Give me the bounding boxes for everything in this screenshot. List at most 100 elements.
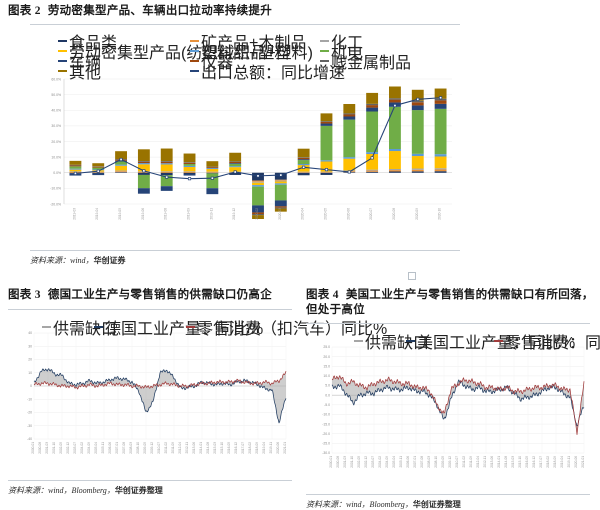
- bar-segment: [275, 181, 287, 182]
- bar-segment: [184, 172, 196, 173]
- bar-segment: [161, 149, 173, 162]
- bar-segment: [366, 172, 378, 173]
- legend-swatch-supply-gap: [42, 326, 51, 329]
- x-axis-tick: 2016-05: [227, 442, 231, 454]
- x-axis-tick: 2021-01: [283, 442, 287, 454]
- x-axis-tick: 2018-09: [255, 442, 259, 454]
- x-axis-tick: 2012-11: [185, 442, 189, 454]
- y-axis-tick: 20.0%: [51, 140, 61, 144]
- x-axis-tick: 2008-03: [129, 442, 133, 454]
- bar-segment: [389, 100, 401, 103]
- bar-segment: [184, 166, 196, 167]
- bar-segment: [321, 121, 333, 122]
- x-axis-tick: 2008-03: [427, 456, 431, 468]
- bar-segment: [321, 160, 333, 161]
- bar-segment: [69, 165, 81, 166]
- x-axis-tick: 2006-06: [108, 442, 112, 454]
- figure-2-label: 图表 2: [8, 5, 41, 17]
- bar-segment: [412, 156, 424, 169]
- legend-label: 其他: [69, 59, 101, 83]
- bar-segment: [412, 154, 424, 156]
- bar-segment: [69, 166, 81, 168]
- x-axis-tick: 2004-02: [378, 456, 382, 468]
- figure-3-source: 资料来源：wind，Bloomberg，华创证券整理: [8, 485, 300, 496]
- legend-item: 出口总额：同比增速: [190, 59, 345, 83]
- x-axis-tick: 2012-11: [483, 456, 487, 468]
- bar-segment: [366, 152, 378, 154]
- line-marker: [211, 177, 213, 179]
- bar-segment: [389, 149, 401, 151]
- bar-segment: [321, 122, 333, 124]
- legend-swatch-industrial-output: [406, 340, 415, 341]
- x-axis-tick: 2020-06: [346, 208, 350, 220]
- line-marker: [371, 157, 373, 159]
- x-axis-tick: 2020-02: [255, 208, 259, 220]
- legend-swatch-retail: [494, 340, 503, 341]
- line-marker: [325, 168, 327, 170]
- x-axis-tick: 2020-07: [369, 208, 373, 220]
- bar-segment: [115, 171, 127, 172]
- bar-segment: [138, 175, 150, 188]
- figure-2-chart: 60.0%50.0%40.0%30.0%20.0%10.0%0.0%-10.0%…: [30, 73, 460, 248]
- bar-segment: [206, 172, 218, 173]
- bar-segment: [115, 172, 127, 173]
- bar-segment: [92, 167, 104, 168]
- line-marker: [302, 166, 304, 168]
- x-axis-tick: 2012-04: [178, 442, 182, 454]
- bar-segment: [298, 157, 310, 158]
- bar-segment: [343, 120, 355, 158]
- bar-segment: [138, 149, 150, 161]
- bar-segment: [92, 163, 104, 166]
- bar-segment: [115, 166, 127, 171]
- x-axis-tick: 2011-02: [164, 442, 168, 454]
- bar-segment: [343, 117, 355, 120]
- line-marker: [439, 97, 441, 99]
- y-axis-tick: -20.0%: [50, 202, 61, 206]
- bar-segment: [184, 164, 196, 166]
- x-axis-tick: 2009-12: [448, 456, 452, 468]
- bar-segment: [389, 169, 401, 170]
- figure-4-bottom-divider: [306, 494, 590, 495]
- figure-4-legend: 供需缺口 美国工业产量：同比% 零售消费：同比%: [306, 324, 596, 343]
- bar-segment: [138, 162, 150, 163]
- source-prefix: 资料来源：: [306, 500, 346, 509]
- legend-swatch-total-export: [190, 70, 199, 71]
- x-axis-tick: 2007-08: [122, 442, 126, 454]
- bar-segment: [412, 170, 424, 172]
- line-marker: [120, 158, 122, 160]
- x-axis-tick: 2020-06: [276, 442, 280, 454]
- x-axis-tick: 2020-04: [301, 208, 305, 220]
- bar-segment: [229, 161, 241, 162]
- source-text: wind，Bloomberg，: [346, 500, 413, 509]
- figure-3-legend: 供需缺口 德国工业产量：同比% 零售消费（扣汽车）同比%: [8, 310, 300, 329]
- legend-swatch-retail: [186, 326, 195, 327]
- figure-4-label: 图表 4: [306, 289, 339, 301]
- x-axis-tick: 2017-07: [539, 456, 543, 468]
- x-axis-tick: 2020-05: [323, 208, 327, 220]
- x-axis-tick: 2019-11: [209, 208, 213, 220]
- legend-swatch-other: [58, 70, 67, 73]
- bar-segment: [206, 161, 218, 166]
- bar-segment: [252, 181, 264, 182]
- x-axis-tick: 2008-10: [434, 456, 438, 468]
- bar-segment: [138, 173, 150, 175]
- bar-segment: [161, 186, 173, 191]
- x-axis-tick: 2004-09: [87, 442, 91, 454]
- x-axis-tick: 2019-12: [232, 208, 236, 220]
- x-axis-tick: 2002-12: [364, 456, 368, 468]
- bar-segment: [435, 157, 447, 169]
- line-marker: [394, 104, 396, 106]
- bar-segment: [435, 171, 447, 173]
- x-axis-tick: 2001-03: [45, 442, 49, 454]
- x-axis-tick: 2007-01: [115, 442, 119, 454]
- bar-segment: [138, 161, 150, 162]
- y-axis-tick: 20: [28, 358, 32, 362]
- x-axis-tick: 2015-10: [220, 442, 224, 454]
- x-axis-tick: 2010-07: [455, 456, 459, 468]
- bar-segment: [412, 110, 424, 154]
- bar-segment: [366, 93, 378, 104]
- bar-segment: [184, 162, 196, 163]
